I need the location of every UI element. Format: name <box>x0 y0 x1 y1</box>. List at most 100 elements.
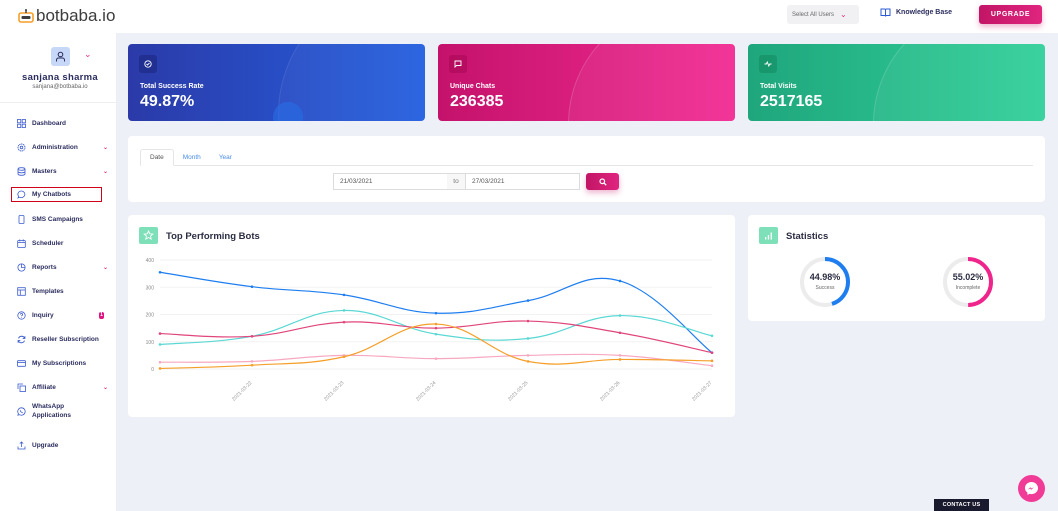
chat-bubble-icon <box>17 190 26 199</box>
chevron-down-icon: ⌄ <box>102 144 108 151</box>
messenger-chat-button[interactable] <box>1018 475 1045 502</box>
upload-icon <box>17 440 26 449</box>
sidebar-item-scheduler[interactable]: Scheduler <box>12 235 108 251</box>
tab-month[interactable]: Month <box>182 154 201 161</box>
chevron-down-icon: ⌄ <box>102 168 108 175</box>
sidebar-item-label: Dashboard <box>32 119 66 127</box>
svg-text:2021-03-24: 2021-03-24 <box>415 380 437 402</box>
user-profile: ⌄ sanjana sharma sanjana@botbaba.io <box>0 33 117 103</box>
sidebar-item-masters[interactable]: Masters ⌄ <box>12 163 108 179</box>
star-icon <box>139 227 158 244</box>
from-date-input[interactable]: 21/03/2021 <box>333 173 448 190</box>
robot-logo-icon <box>18 9 34 23</box>
sidebar-item-reseller-subscription[interactable]: Reseller Subscription <box>12 331 108 347</box>
upgrade-button[interactable]: UPGRADE <box>979 5 1042 24</box>
line-chart: 0 100 200 300 400 2021-03-22 2021-03-23 2021-03… <box>146 258 714 403</box>
kpi-card-unique-chats: Unique Chats 236385 <box>438 44 735 121</box>
tab-year[interactable]: Year <box>218 154 232 161</box>
sidebar-item-administration[interactable]: Administration ⌄ <box>12 139 108 155</box>
sidebar-item-label: Templates <box>32 287 64 295</box>
calendar-icon <box>17 238 26 248</box>
chevron-down-icon: ⌄ <box>102 264 108 271</box>
book-icon <box>880 8 891 17</box>
svg-text:300: 300 <box>146 285 155 291</box>
messenger-icon <box>1025 482 1038 495</box>
card-decoration <box>278 44 425 121</box>
svg-text:0: 0 <box>151 367 154 373</box>
profile-chevron-down-icon[interactable]: ⌄ <box>84 49 92 59</box>
kpi-value: 49.87% <box>140 93 195 110</box>
question-icon <box>17 310 26 320</box>
sidebar-item-label: SMS Campaigns <box>32 215 83 223</box>
chevron-down-icon: ⌄ <box>102 384 108 391</box>
database-icon <box>17 166 26 176</box>
sidebar-item-label: Upgrade <box>32 441 59 449</box>
sidebar-item-label: Affiliate <box>32 383 56 391</box>
layout-icon <box>17 286 26 296</box>
notification-badge: 1 <box>99 311 104 319</box>
sidebar-item-dashboard[interactable]: Dashboard <box>12 115 108 131</box>
date-filter-card: Date Month Year 21/03/2021 to 27/03/2021 <box>128 136 1045 202</box>
sidebar-item-label: My Chatbots <box>32 191 71 198</box>
knowledge-base-link[interactable]: Knowledge Base <box>880 8 952 17</box>
sidebar-item-label: Scheduler <box>32 239 64 247</box>
svg-text:2021-03-22: 2021-03-22 <box>231 380 253 402</box>
user-name: sanjana sharma <box>21 72 99 83</box>
sidebar-item-label: WhatsApp Applications <box>32 403 72 419</box>
kpi-value: 2517165 <box>760 93 823 110</box>
sidebar-item-inquiry[interactable]: Inquiry 1 <box>12 307 108 323</box>
user-email: sanjana@botbaba.io <box>32 84 88 90</box>
sidebar-item-label: Reports <box>32 263 57 271</box>
sidebar-item-sms-campaigns[interactable]: SMS Campaigns <box>12 211 108 227</box>
knowledge-base-label: Knowledge Base <box>896 9 953 16</box>
search-button[interactable] <box>586 173 619 190</box>
kpi-label: Total Success Rate <box>140 83 204 90</box>
tab-date[interactable]: Date <box>140 149 174 166</box>
sidebar: ⌄ sanjana sharma sanjana@botbaba.io Dash… <box>0 33 117 511</box>
sidebar-item-label: Inquiry <box>32 311 54 319</box>
logo[interactable]: botbaba.io <box>18 6 115 26</box>
top-bar: botbaba.io Select All Users ⌄ Knowledge … <box>0 0 1058 33</box>
svg-text:2021-03-27: 2021-03-27 <box>691 380 713 402</box>
card-decoration <box>568 44 735 121</box>
user-select-dropdown[interactable]: Select All Users ⌄ <box>787 5 859 24</box>
user-icon <box>56 51 65 62</box>
success-ring: 44.98% Success <box>799 256 851 308</box>
incomplete-percentage: 55.02% <box>952 272 984 282</box>
svg-text:2021-03-26: 2021-03-26 <box>599 380 621 402</box>
incomplete-ring: 55.02% Incomplete <box>942 256 994 308</box>
kpi-value: 236385 <box>450 93 504 110</box>
svg-text:200: 200 <box>146 313 155 319</box>
sidebar-item-label: Reseller Subscription <box>32 335 99 343</box>
bar-chart-icon <box>759 227 778 244</box>
contact-us-button[interactable]: CONTACT US <box>934 499 989 511</box>
period-tabs: Date Month Year <box>140 149 1033 166</box>
svg-text:2021-03-25: 2021-03-25 <box>507 380 529 402</box>
sidebar-item-templates[interactable]: Templates <box>12 283 108 299</box>
to-date-input[interactable]: 27/03/2021 <box>465 173 580 190</box>
chevron-down-icon: ⌄ <box>840 10 847 19</box>
sidebar-item-whatsapp-applications[interactable]: WhatsApp Applications <box>12 400 92 422</box>
message-icon <box>449 55 467 73</box>
svg-text:400: 400 <box>146 258 155 264</box>
kpi-card-success-rate: Total Success Rate 49.87% <box>128 44 425 121</box>
sidebar-item-my-chatbots[interactable]: My Chatbots <box>11 187 102 202</box>
sidebar-item-affiliate[interactable]: Affiliate ⌄ <box>12 379 108 395</box>
credit-card-icon <box>17 359 26 367</box>
sidebar-item-upgrade[interactable]: Upgrade <box>12 437 108 453</box>
sidebar-item-label: My Subscriptions <box>32 359 87 367</box>
activity-icon <box>759 55 777 73</box>
sidebar-item-reports[interactable]: Reports ⌄ <box>12 259 108 275</box>
sidebar-item-my-subscriptions[interactable]: My Subscriptions <box>12 355 108 371</box>
success-percentage: 44.98% <box>809 272 841 282</box>
avatar[interactable] <box>51 47 70 66</box>
card-decoration <box>873 44 1045 121</box>
incomplete-label: Incomplete <box>955 285 981 291</box>
search-icon <box>598 177 607 186</box>
card-decoration <box>273 102 303 121</box>
sidebar-item-label: Administration <box>32 143 78 151</box>
kpi-card-total-visits: Total Visits 2517165 <box>748 44 1045 121</box>
whatsapp-icon <box>17 406 26 416</box>
to-label: to <box>447 173 465 190</box>
logo-text: botbaba.io <box>36 6 116 25</box>
